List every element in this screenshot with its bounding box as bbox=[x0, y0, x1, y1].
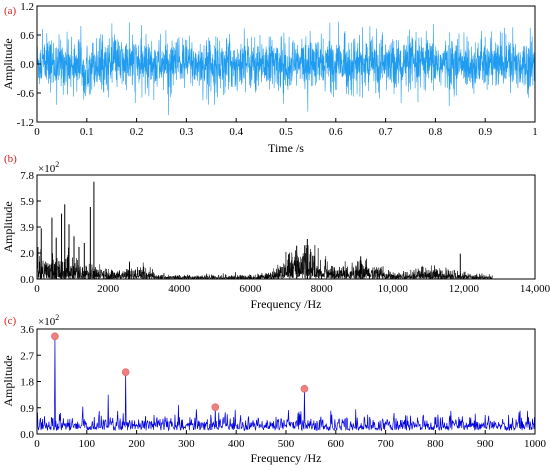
y-tick-label: 3.9 bbox=[20, 222, 34, 234]
panel-b-exponent-base: ×10 bbox=[38, 163, 56, 175]
x-tick-label: 600 bbox=[328, 438, 345, 450]
series-line bbox=[36, 336, 536, 432]
panel-b-plot-area bbox=[36, 181, 493, 280]
panel-c: (c) ×102 0 100 200 300 400 500 600 700 800 900 100… bbox=[1, 313, 547, 465]
y-tick-label: 0.0 bbox=[20, 274, 34, 286]
y-tick-label: 1.2 bbox=[20, 1, 34, 13]
x-tick-label: 8000 bbox=[311, 283, 334, 295]
x-tick-label: 12,000 bbox=[449, 283, 480, 295]
y-tick-label: 7.8 bbox=[20, 170, 34, 182]
panel-c-exponent: ×102 bbox=[38, 313, 59, 328]
panel-c-exponent-base: ×10 bbox=[38, 316, 56, 328]
x-tick-label: 500 bbox=[278, 438, 295, 450]
x-tick-label: 0.9 bbox=[478, 126, 492, 138]
x-tick-label: 200 bbox=[128, 438, 145, 450]
y-tick-label: 0.6 bbox=[20, 30, 34, 42]
panel-a-plot-area bbox=[36, 21, 536, 116]
peak-marker bbox=[300, 384, 309, 393]
series-line bbox=[36, 21, 536, 116]
panel-a-x-label: Time /s bbox=[268, 141, 304, 155]
y-tick-label: 0.9 bbox=[20, 403, 34, 415]
panel-b-y-ticks: 0.0 2.0 3.9 5.9 7.8 bbox=[20, 170, 41, 286]
panel-b-exponent-power: 2 bbox=[55, 160, 59, 169]
x-tick-label: 14,000 bbox=[520, 283, 550, 295]
panel-c-x-ticks: 0 100 200 300 400 500 600 700 800 900 1000 bbox=[34, 430, 547, 450]
panel-c-frame bbox=[36, 328, 536, 435]
peak-marker bbox=[211, 403, 220, 411]
y-tick-label: 2.0 bbox=[20, 248, 34, 260]
panel-b-label: (b) bbox=[4, 153, 17, 165]
x-tick-label: 1000 bbox=[524, 438, 547, 450]
x-tick-label: 1 bbox=[532, 126, 538, 138]
x-tick-label: 900 bbox=[477, 438, 494, 450]
x-tick-label: 0 bbox=[34, 283, 40, 295]
panel-b-y-label: Amplitude bbox=[1, 201, 15, 252]
x-tick-label: 2000 bbox=[97, 283, 120, 295]
y-tick-label: 0.0 bbox=[20, 59, 34, 71]
panel-c-exponent-power: 2 bbox=[55, 313, 59, 322]
x-tick-label: 4000 bbox=[168, 283, 191, 295]
panel-a-x-ticks: 0 0.1 0.2 0.3 0.4 0.5 0.6 0.7 0.8 0.9 1 bbox=[34, 118, 538, 138]
x-tick-label: 0.4 bbox=[229, 126, 243, 138]
x-tick-label: 0.6 bbox=[329, 126, 343, 138]
x-tick-label: 0.8 bbox=[429, 126, 443, 138]
x-tick-label: 0.2 bbox=[130, 126, 144, 138]
series-line bbox=[36, 245, 493, 280]
x-tick-label: 0.1 bbox=[80, 126, 94, 138]
x-tick-label: 0.3 bbox=[180, 126, 194, 138]
panel-b-x-ticks: 0 2000 4000 6000 8000 10,000 12,000 14,000 bbox=[34, 275, 550, 295]
y-tick-label: -0.6 bbox=[17, 88, 35, 100]
panel-b: (b) ×102 0 2000 4000 6000 8000 10,000 12,000 14… bbox=[1, 153, 550, 311]
panel-a-y-ticks: -1.2 -0.6 0.0 0.6 1.2 bbox=[17, 1, 41, 129]
peak-marker bbox=[121, 368, 130, 376]
x-tick-label: 700 bbox=[377, 438, 394, 450]
x-tick-label: 0 bbox=[34, 126, 40, 138]
panel-a-y-label: Amplitude bbox=[1, 38, 15, 89]
x-tick-label: 400 bbox=[228, 438, 245, 450]
peak-marker bbox=[51, 332, 59, 341]
y-tick-label: -1.2 bbox=[17, 117, 34, 129]
x-tick-label: 300 bbox=[178, 438, 195, 450]
y-tick-label: 2.7 bbox=[20, 350, 34, 362]
x-tick-label: 0.7 bbox=[379, 126, 393, 138]
y-tick-label: 3.6 bbox=[20, 324, 34, 336]
x-tick-label: 0.5 bbox=[279, 126, 293, 138]
x-tick-label: 800 bbox=[427, 438, 444, 450]
panel-b-x-label: Frequency /Hz bbox=[251, 297, 322, 311]
panel-c-label: (c) bbox=[4, 315, 17, 327]
panel-a-label: (a) bbox=[4, 5, 17, 17]
y-tick-label: 5.9 bbox=[20, 196, 34, 208]
panel-c-x-label: Frequency /Hz bbox=[251, 451, 322, 465]
x-tick-label: 10,000 bbox=[378, 283, 409, 295]
panel-c-plot-area bbox=[36, 332, 536, 432]
panel-c-y-label: Amplitude bbox=[1, 355, 15, 406]
y-tick-label: 0.0 bbox=[20, 429, 34, 441]
y-tick-label: 1.8 bbox=[20, 377, 34, 389]
panel-a: (a) 0 0.1 0.2 0.3 0.4 0.5 0.6 0.7 0.8 0.9 1 -1.2 -0… bbox=[1, 1, 538, 155]
x-tick-label: 6000 bbox=[239, 283, 262, 295]
panel-b-exponent: ×102 bbox=[38, 160, 59, 175]
x-tick-label: 0 bbox=[34, 438, 40, 450]
x-tick-label: 100 bbox=[79, 438, 96, 450]
panel-c-y-ticks: 0.0 0.9 1.8 2.7 3.6 bbox=[20, 324, 41, 441]
